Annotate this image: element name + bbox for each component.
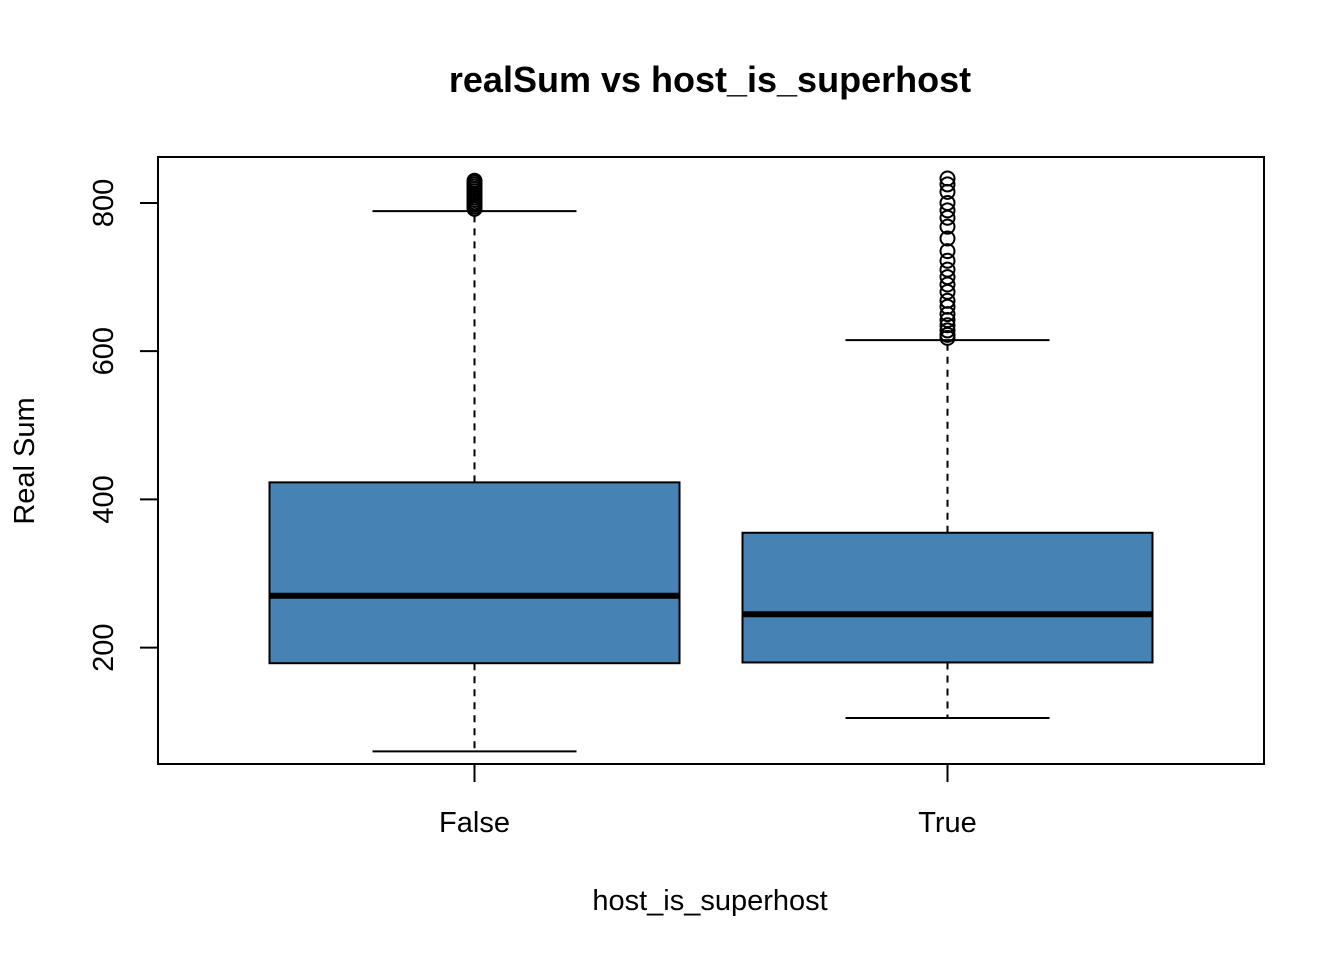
y-axis: 200 400 600 800 (88, 179, 159, 672)
x-tick-label: False (439, 807, 510, 839)
chart-title: realSum vs host_is_superhost (449, 59, 971, 100)
outlier-point (939, 218, 956, 235)
y-tick-label: 600 (88, 327, 120, 375)
boxes-layer (268, 170, 1154, 753)
outlier-point (939, 243, 956, 260)
x-axis-label: host_is_superhost (592, 885, 827, 917)
outlier-point (939, 292, 956, 309)
outlier-point (939, 252, 956, 269)
iqr-box (741, 531, 1154, 664)
outlier-point (939, 194, 956, 211)
x-axis: False True (439, 764, 977, 839)
outlier-point (939, 202, 956, 219)
y-tick-label: 800 (88, 179, 120, 227)
outlier-point (939, 261, 956, 278)
outlier-point (939, 322, 956, 339)
outlier-point (466, 172, 483, 189)
x-tick-label: True (918, 807, 977, 839)
plot-frame (157, 156, 1265, 765)
outlier-point (939, 317, 956, 334)
outlier-point (939, 230, 956, 247)
outlier-point (939, 170, 956, 187)
outlier-point (939, 176, 956, 193)
y-tick-label: 200 (88, 623, 120, 671)
outlier-point (939, 269, 956, 286)
y-axis-label: Real Sum (9, 397, 41, 524)
y-tick-label: 400 (88, 475, 120, 523)
box-group-false (268, 172, 681, 753)
box-group-true (741, 170, 1154, 720)
iqr-box (268, 481, 681, 665)
